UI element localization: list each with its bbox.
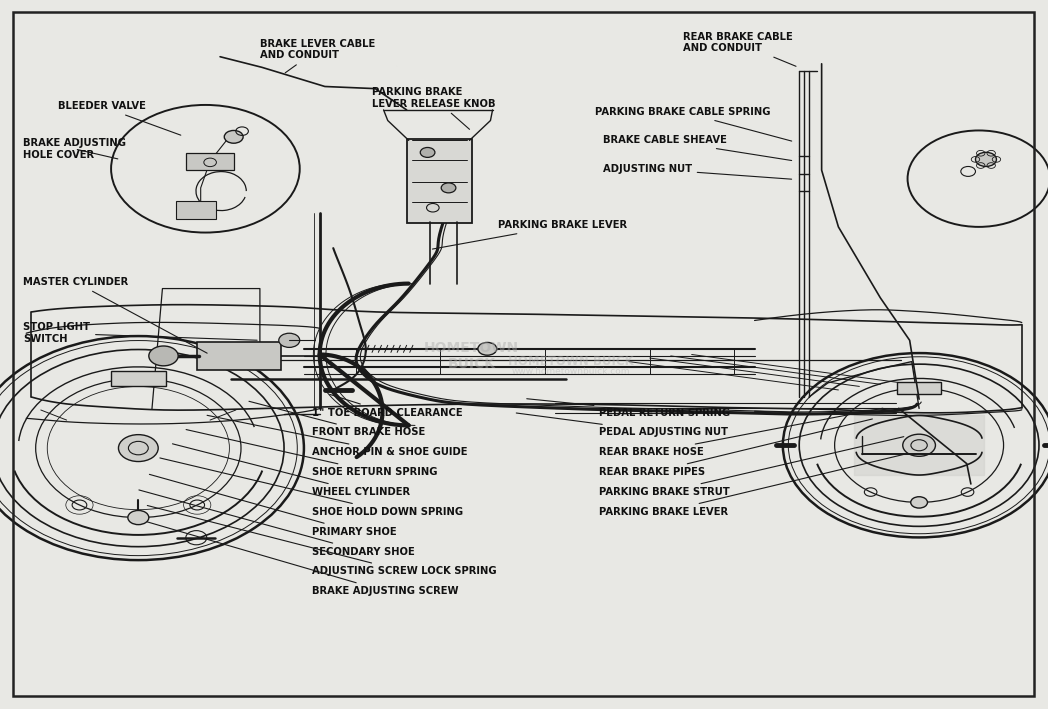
Text: BLEEDER VALVE: BLEEDER VALVE (58, 101, 181, 135)
Text: ADJUSTING NUT: ADJUSTING NUT (603, 164, 791, 179)
Text: ADJUSTING SCREW LOCK SPRING: ADJUSTING SCREW LOCK SPRING (148, 506, 497, 576)
Circle shape (783, 353, 1048, 537)
Text: ANCHOR PIN & SHOE GUIDE: ANCHOR PIN & SHOE GUIDE (208, 415, 467, 457)
FancyBboxPatch shape (197, 342, 281, 370)
FancyBboxPatch shape (176, 201, 216, 220)
FancyBboxPatch shape (187, 153, 235, 170)
Text: www.hometownbuick.com: www.hometownbuick.com (511, 367, 631, 376)
Text: PEDAL RETURN SPRING: PEDAL RETURN SPRING (527, 398, 730, 418)
Circle shape (976, 152, 997, 167)
Circle shape (478, 342, 497, 355)
Text: BRAKE CABLE SHEAVE: BRAKE CABLE SHEAVE (603, 135, 791, 160)
Circle shape (118, 435, 158, 462)
Circle shape (279, 333, 300, 347)
Text: SHOE HOLD DOWN SPRING: SHOE HOLD DOWN SPRING (160, 458, 463, 517)
Text: PARKING BRAKE STRUT: PARKING BRAKE STRUT (599, 437, 903, 497)
Circle shape (149, 346, 178, 366)
Circle shape (111, 105, 300, 233)
FancyBboxPatch shape (897, 381, 941, 394)
Text: HOMETOWN BUICK: HOMETOWN BUICK (508, 355, 634, 368)
Text: STOP LIGHT
SWITCH: STOP LIGHT SWITCH (23, 323, 257, 344)
Text: REAR BRAKE PIPES: REAR BRAKE PIPES (599, 419, 872, 477)
Circle shape (224, 130, 243, 143)
FancyBboxPatch shape (111, 371, 166, 386)
Text: FRONT BRAKE HOSE: FRONT BRAKE HOSE (249, 401, 425, 437)
Circle shape (911, 497, 927, 508)
Text: PRIMARY SHOE: PRIMARY SHOE (150, 474, 397, 537)
Text: 1" TOE BOARD CLEARANCE: 1" TOE BOARD CLEARANCE (312, 394, 463, 418)
Text: PARKING BRAKE CABLE SPRING: PARKING BRAKE CABLE SPRING (595, 107, 791, 141)
Text: HOMETOWN
BUICK: HOMETOWN BUICK (424, 341, 519, 371)
Text: PARKING BRAKE LEVER: PARKING BRAKE LEVER (433, 220, 627, 249)
Text: SHOE RETURN SPRING: SHOE RETURN SPRING (187, 430, 438, 477)
Text: MASTER CYLINDER: MASTER CYLINDER (23, 277, 208, 353)
Text: REAR BRAKE CABLE
AND CONDUIT: REAR BRAKE CABLE AND CONDUIT (683, 32, 796, 67)
Text: BRAKE ADJUSTING
HOLE COVER: BRAKE ADJUSTING HOLE COVER (23, 138, 126, 160)
FancyBboxPatch shape (407, 139, 472, 223)
Circle shape (902, 434, 936, 457)
Circle shape (128, 510, 149, 525)
Text: WHEEL CYLINDER: WHEEL CYLINDER (173, 444, 411, 497)
Text: SECONDARY SHOE: SECONDARY SHOE (139, 490, 415, 557)
Circle shape (908, 130, 1048, 227)
Text: REAR BRAKE HOSE: REAR BRAKE HOSE (599, 408, 882, 457)
Text: PARKING BRAKE LEVER: PARKING BRAKE LEVER (599, 454, 903, 517)
Circle shape (441, 183, 456, 193)
Circle shape (0, 336, 304, 560)
Text: BRAKE LEVER CABLE
AND CONDUIT: BRAKE LEVER CABLE AND CONDUIT (260, 39, 375, 73)
Circle shape (420, 147, 435, 157)
Text: PEDAL ADJUSTING NUT: PEDAL ADJUSTING NUT (517, 413, 728, 437)
Text: PARKING BRAKE
LEVER RELEASE KNOB: PARKING BRAKE LEVER RELEASE KNOB (372, 87, 496, 129)
Text: BRAKE ADJUSTING SCREW: BRAKE ADJUSTING SCREW (148, 522, 459, 596)
